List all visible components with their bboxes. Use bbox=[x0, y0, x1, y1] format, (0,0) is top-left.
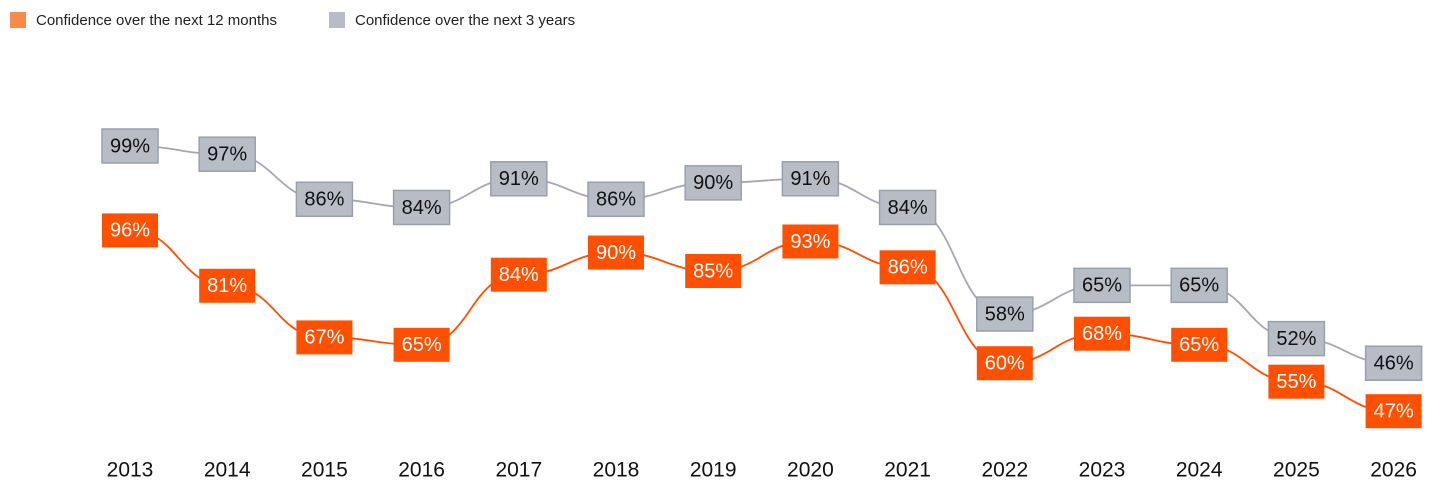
x-tick-label: 2024 bbox=[1176, 459, 1223, 482]
x-tick-label: 2021 bbox=[884, 459, 931, 482]
data-label: 91% bbox=[499, 168, 539, 190]
data-label: 93% bbox=[790, 231, 830, 253]
x-tick-label: 2013 bbox=[107, 459, 154, 482]
value-box bbox=[1267, 320, 1326, 357]
data-label: 86% bbox=[304, 189, 344, 211]
x-tick-label: 2018 bbox=[593, 459, 640, 482]
value-box bbox=[1170, 267, 1228, 304]
data-label: 68% bbox=[1082, 323, 1122, 345]
data-label: 86% bbox=[596, 189, 636, 211]
x-tick-label: 2026 bbox=[1370, 459, 1417, 482]
data-label: 65% bbox=[1179, 334, 1219, 356]
value-box bbox=[490, 257, 547, 292]
value-box bbox=[878, 189, 937, 226]
data-label: 90% bbox=[596, 242, 636, 264]
data-label: 60% bbox=[985, 353, 1025, 375]
data-label: 65% bbox=[1179, 275, 1219, 297]
data-label: 97% bbox=[207, 143, 247, 165]
data-label: 91% bbox=[790, 168, 830, 190]
value-box bbox=[1074, 316, 1130, 351]
data-label: 65% bbox=[1082, 275, 1122, 297]
value-box bbox=[295, 181, 354, 218]
data-label: 96% bbox=[110, 220, 150, 242]
x-tick-label: 2019 bbox=[690, 459, 737, 482]
x-tick-label: 2014 bbox=[204, 459, 251, 482]
value-box bbox=[685, 254, 742, 288]
data-label: 84% bbox=[402, 197, 442, 219]
value-box bbox=[198, 136, 256, 172]
data-label: 65% bbox=[402, 334, 442, 356]
value-box bbox=[588, 235, 644, 270]
data-label: 84% bbox=[888, 197, 928, 219]
value-box bbox=[1268, 364, 1325, 399]
x-tick-label: 2016 bbox=[398, 459, 445, 482]
value-box bbox=[1171, 327, 1228, 362]
data-label: 81% bbox=[207, 275, 247, 297]
value-box bbox=[976, 296, 1034, 332]
data-label: 58% bbox=[985, 303, 1025, 325]
legend-label: Confidence over the next 3 years bbox=[355, 12, 575, 29]
value-box bbox=[1073, 267, 1131, 304]
value-box bbox=[392, 189, 451, 226]
data-label: 84% bbox=[499, 264, 539, 286]
x-tick-label: 2015 bbox=[301, 459, 348, 482]
x-tick-label: 2020 bbox=[787, 459, 834, 482]
value-box bbox=[1365, 394, 1422, 429]
value-box bbox=[296, 320, 353, 355]
data-label: 47% bbox=[1374, 400, 1414, 422]
value-box bbox=[782, 224, 839, 259]
value-box bbox=[684, 165, 742, 201]
value-box bbox=[976, 346, 1033, 381]
x-tick-label: 2017 bbox=[495, 459, 542, 482]
value-box bbox=[1364, 345, 1423, 381]
data-label: 46% bbox=[1374, 353, 1414, 375]
data-label: 90% bbox=[693, 172, 733, 194]
value-box bbox=[101, 128, 159, 164]
value-box bbox=[199, 268, 256, 303]
legend-label: Confidence over the next 12 months bbox=[36, 12, 277, 29]
legend-swatch bbox=[10, 12, 26, 28]
data-label: 86% bbox=[888, 257, 928, 279]
value-box bbox=[393, 327, 450, 362]
data-label: 55% bbox=[1276, 371, 1316, 393]
x-tick-label: 2023 bbox=[1079, 459, 1126, 482]
value-box bbox=[587, 181, 645, 218]
data-label: 85% bbox=[693, 260, 733, 282]
x-tick-label: 2022 bbox=[981, 459, 1028, 482]
value-box bbox=[490, 161, 548, 197]
value-box bbox=[781, 161, 840, 197]
legend-swatch bbox=[328, 12, 345, 28]
data-label: 99% bbox=[110, 135, 150, 157]
data-label: 52% bbox=[1276, 328, 1316, 350]
value-box bbox=[879, 250, 936, 285]
data-label: 67% bbox=[304, 327, 344, 349]
value-box bbox=[102, 213, 158, 248]
x-tick-label: 2025 bbox=[1273, 459, 1320, 482]
